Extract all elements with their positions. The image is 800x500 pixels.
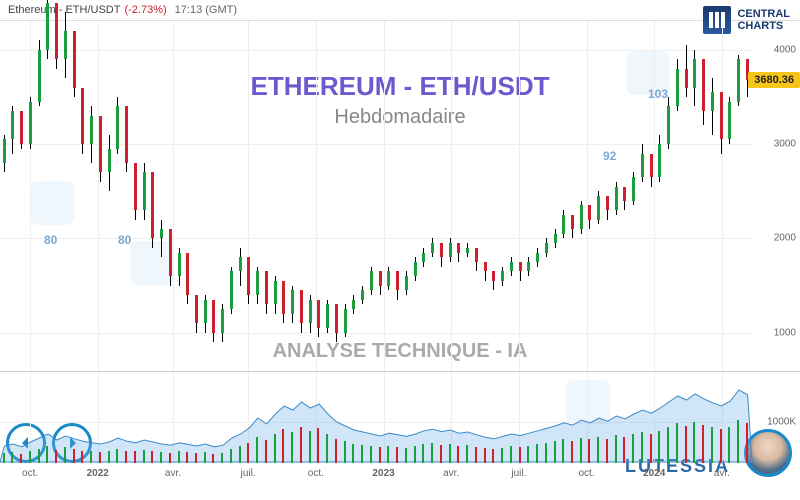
x-tick-label: avr. <box>443 468 459 479</box>
x-tick-label: juil. <box>511 468 526 479</box>
x-tick-label: 2024 <box>643 468 665 479</box>
chart-title: ETHEREUM - ETH/USDT Hebdomadaire <box>251 71 550 129</box>
x-tick-label: oct. <box>308 468 324 479</box>
volume-chart[interactable]: LUTESSIA oct.2022avr.juil.oct.2023avr.ju… <box>0 371 800 481</box>
chart-annotation: 92 <box>603 149 616 163</box>
x-tick-label: avr. <box>714 468 730 479</box>
chart-annotation: 80 <box>44 233 57 247</box>
x-tick-label: avr. <box>165 468 181 479</box>
x-tick-label: oct. <box>22 468 38 479</box>
y-tick-label: 4000 <box>774 44 796 55</box>
x-tick-label: 2022 <box>87 468 109 479</box>
header-bar: Ethereum - ETH/USDT (-2.73%) 17:13 (GMT) <box>0 0 800 21</box>
price-chart[interactable]: ETHEREUM - ETH/USDT Hebdomadaire ANALYSE… <box>0 21 800 371</box>
chart-subtitle: ANALYSE TECHNIQUE - IA <box>273 340 528 363</box>
pct-change: (-2.73%) <box>124 4 166 16</box>
x-tick-label: 2023 <box>372 468 394 479</box>
x-tick-label: oct. <box>578 468 594 479</box>
x-tick-label: juil. <box>241 468 256 479</box>
watermark-icon <box>566 380 610 424</box>
watermark-icon <box>30 181 74 225</box>
timestamp: 17:13 (GMT) <box>175 4 237 16</box>
chart-annotation: 80 <box>118 233 131 247</box>
avatar-icon[interactable] <box>744 429 792 477</box>
y-tick-label: 2000 <box>774 233 796 244</box>
chart-annotation: 103 <box>648 87 668 101</box>
y-tick-label: 3000 <box>774 139 796 150</box>
y-tick-label: 1000 <box>774 327 796 338</box>
vol-y-label: 1000K <box>767 417 796 428</box>
current-price-badge: 3680.36 <box>748 72 800 88</box>
